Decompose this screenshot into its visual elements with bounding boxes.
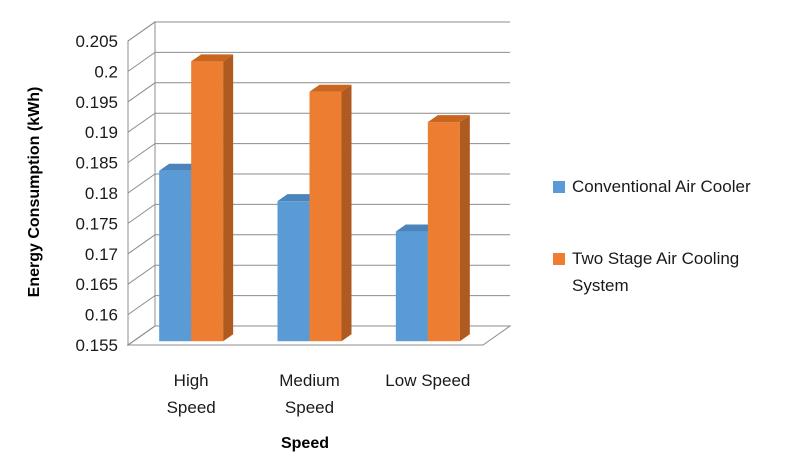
bar-front <box>309 91 342 342</box>
bar-front <box>427 122 460 342</box>
x-tick-label: High Speed <box>167 371 216 417</box>
legend-swatch <box>553 253 565 265</box>
y-axis-ticks: 0.155 0.16 0.165 0.17 0.175 0.18 0.185 0.19 0.19… <box>75 32 118 355</box>
y-tick-label: 0.19 <box>85 123 118 142</box>
y-tick-label: 0.18 <box>85 184 118 203</box>
bar-top <box>159 163 202 171</box>
gridline <box>127 82 510 103</box>
y-tick-label: 0.16 <box>85 306 118 325</box>
gridline <box>127 51 510 72</box>
bar-top <box>309 84 352 92</box>
bar-side <box>223 54 234 342</box>
bar <box>427 115 470 342</box>
x-tick-label: Medium Speed <box>279 371 339 417</box>
y-tick-label: 0.2 <box>94 62 118 81</box>
bar-front <box>159 170 192 342</box>
y-tick-label: 0.17 <box>85 245 118 264</box>
y-axis-title: Energy Consumption (kWh) <box>26 87 43 298</box>
gridline <box>127 264 510 285</box>
y-tick-label: 0.155 <box>75 336 118 355</box>
gridline <box>127 295 510 316</box>
legend-label: Two Stage Air Cooling System <box>572 249 739 295</box>
gridline <box>127 143 510 164</box>
y-tick-label: 0.185 <box>75 154 118 173</box>
bar-top <box>277 194 320 202</box>
gridline <box>127 234 510 255</box>
bar-top <box>191 54 234 62</box>
bar-top <box>395 224 438 232</box>
gridline <box>127 173 510 194</box>
bar <box>191 54 234 342</box>
y-tick-label: 0.205 <box>75 32 118 51</box>
gridlines <box>127 21 510 346</box>
x-axis-ticks: High Speed Medium Speed Low Speed <box>167 371 471 417</box>
bars <box>159 54 470 342</box>
bar-top <box>427 115 470 123</box>
gridline <box>127 325 510 346</box>
gridline <box>127 112 510 133</box>
legend-item: Two Stage Air Cooling System <box>553 249 739 295</box>
legend-swatch <box>553 181 565 193</box>
bar-front <box>191 61 224 342</box>
bar-front <box>395 231 428 342</box>
gridline <box>127 21 510 42</box>
y-tick-label: 0.165 <box>75 275 118 294</box>
gridline <box>127 203 510 224</box>
x-tick-label: Low Speed <box>385 371 470 390</box>
legend-item: Conventional Air Cooler <box>553 177 751 196</box>
legend: Conventional Air Cooler Two Stage Air Coo… <box>553 177 751 295</box>
legend-label: Conventional Air Cooler <box>572 177 751 196</box>
x-axis-title: Speed <box>281 435 329 452</box>
y-tick-label: 0.195 <box>75 93 118 112</box>
bar-side <box>341 84 352 342</box>
y-tick-label: 0.175 <box>75 214 118 233</box>
bar-front <box>277 201 310 342</box>
bar <box>309 84 352 342</box>
bar-side <box>459 115 470 342</box>
